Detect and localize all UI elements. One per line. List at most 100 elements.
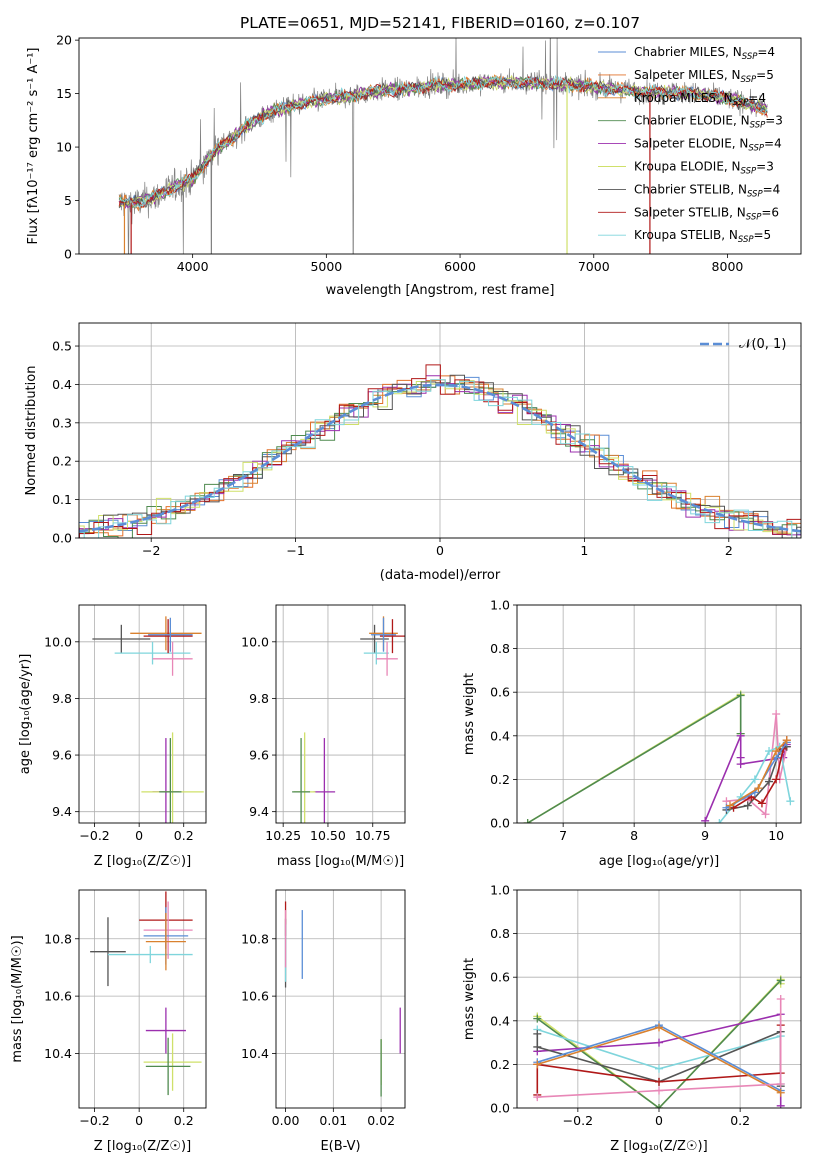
legend-label: Salpeter ELODIE, NSSP=4 xyxy=(634,137,782,154)
spectrum-xlabel: wavelength [Angstrom, rest frame] xyxy=(326,283,555,298)
errorbar-chabrier-stelib xyxy=(92,624,151,654)
series-point xyxy=(776,1088,785,1097)
errorbar-kroupa-elodie xyxy=(143,1033,202,1091)
y-tick-label: 10.4 xyxy=(44,1046,72,1061)
errorbar-kroupa-stelib xyxy=(107,945,193,964)
series-point xyxy=(523,819,532,823)
x-tick-label: 0 xyxy=(135,1113,143,1128)
errorbar-pink xyxy=(376,641,398,676)
errorbar-kroupa-miles xyxy=(145,912,186,971)
series-point xyxy=(776,1080,785,1089)
massweight-vs-age-xlabel: age [log₁₀(age/yr)] xyxy=(599,854,720,869)
x-tick-label: 8000 xyxy=(712,259,744,274)
x-tick-label: 10 xyxy=(768,828,784,843)
mass-vs-Z-frame xyxy=(78,889,207,1109)
y-tick-label: 9.4 xyxy=(249,804,269,819)
x-tick-label: 1 xyxy=(580,543,588,558)
series-point xyxy=(772,710,781,718)
x-tick-label: 0 xyxy=(436,543,444,558)
legend-label: Chabrier STELIB, NSSP=4 xyxy=(634,182,780,199)
y-tick-label: 0.4 xyxy=(52,377,72,392)
x-tick-label: −2 xyxy=(142,543,160,558)
x-tick-label: −0.2 xyxy=(563,1113,593,1128)
massweight-vs-age-frame xyxy=(516,604,802,824)
series-point xyxy=(533,1029,542,1038)
spectrum-frame xyxy=(78,37,802,255)
mass-vs-ebv-errorbars xyxy=(284,901,401,1097)
errorbar-chabrier-elodie xyxy=(145,1037,191,1096)
residual-legend: 𝒩(0, 1) xyxy=(700,337,786,352)
y-tick-label: 0.6 xyxy=(490,685,510,700)
errorbar-salpeter-elodie xyxy=(313,738,336,823)
legend-label: Chabrier MILES, NSSP=4 xyxy=(634,45,775,62)
legend-label: Kroupa STELIB, NSSP=5 xyxy=(634,228,771,245)
errorbar-chabrier-elodie xyxy=(292,738,311,823)
y-tick-label: 10.6 xyxy=(44,989,72,1004)
series-kroupa-miles xyxy=(533,1023,785,1097)
series-point xyxy=(715,819,724,823)
spectrum-lines xyxy=(118,38,768,254)
x-tick-label: −0.2 xyxy=(79,1113,109,1128)
x-tick-label: 7 xyxy=(559,828,567,843)
series-point xyxy=(736,731,745,740)
x-tick-label: −0.2 xyxy=(79,828,109,843)
massweight-vs-Z-lines xyxy=(533,975,785,1108)
series-point xyxy=(757,799,766,808)
series-point xyxy=(765,747,774,756)
series-line xyxy=(729,739,788,807)
series-salpeter-elodie xyxy=(701,731,791,823)
series-point xyxy=(772,747,781,756)
age-vs-Z-frame xyxy=(78,604,207,824)
y-tick-label: 0.6 xyxy=(490,970,510,985)
spectrum-axes: 4000 5000 6000 7000 8000 0 5 10 15 20 xyxy=(56,33,743,274)
y-tick-label: 10 xyxy=(56,140,72,155)
y-tick-label: 9.8 xyxy=(52,691,72,706)
legend-label: Chabrier ELODIE, NSSP=3 xyxy=(634,114,783,131)
massweight-vs-Z-ylabel: mass weight xyxy=(462,958,477,1040)
x-tick-label: 0.2 xyxy=(730,1113,750,1128)
y-tick-label: 0.4 xyxy=(490,1013,510,1028)
series-point xyxy=(786,797,795,806)
residual-histograms xyxy=(79,364,801,538)
y-tick-label: 0.2 xyxy=(490,1057,510,1072)
series-point xyxy=(776,976,785,985)
errorbar-chabrier-stelib xyxy=(90,917,126,987)
mass-vs-Z-axes: −0.2 0 0.2 10.4 10.6 10.8 xyxy=(44,890,206,1128)
mass-vs-Z-xlabel: Z [log₁₀(Z/Z☉)] xyxy=(94,1139,191,1154)
mass-vs-ebv-xlabel: E(B-V) xyxy=(320,1139,360,1154)
y-tick-label: 9.8 xyxy=(249,691,269,706)
series-point xyxy=(655,1038,663,1047)
errorbar-salpeter-elodie xyxy=(145,1007,186,1054)
y-tick-label: 1.0 xyxy=(490,883,510,898)
series-pink xyxy=(533,995,785,1102)
x-tick-label: 6000 xyxy=(444,259,476,274)
legend-label: Salpeter STELIB, NSSP=6 xyxy=(634,205,779,222)
y-tick-label: 0.2 xyxy=(52,454,72,469)
errorbar-chabrier-stelib xyxy=(360,624,389,654)
x-tick-label: 2 xyxy=(725,543,733,558)
x-tick-label: −1 xyxy=(286,543,304,558)
errorbar-kroupa-stelib xyxy=(363,641,389,665)
residuals-axes: −2 −1 0 1 2 0.0 0.1 0.2 0.3 0.4 0.5 xyxy=(52,323,801,558)
y-tick-label: 0.5 xyxy=(52,339,72,354)
y-tick-label: 10.8 xyxy=(44,931,72,946)
legend-label: Salpeter MILES, NSSP=5 xyxy=(634,68,774,85)
age-vs-Z-ylabel: age [log₁₀(age/yr)] xyxy=(18,654,33,775)
x-tick-label: 0.01 xyxy=(319,1113,347,1128)
y-tick-label: 15 xyxy=(56,86,72,101)
series-point xyxy=(743,801,752,810)
errorbar-pink xyxy=(143,901,193,959)
spectrum-title: PLATE=0651, MJD=52141, FIBERID=0160, z=0… xyxy=(240,14,640,32)
age-vs-Z-xlabel: Z [log₁₀(Z/Z☉)] xyxy=(94,854,191,869)
y-tick-label: 0.3 xyxy=(52,415,72,430)
age-vs-mass-errorbars xyxy=(292,616,405,823)
age-vs-mass-frame xyxy=(275,604,406,824)
massweight-vs-Z-frame xyxy=(516,889,802,1109)
errorbar-pink xyxy=(152,641,193,676)
mass-vs-Z-errorbars xyxy=(90,891,202,1096)
massweight-vs-age-lines xyxy=(523,690,795,823)
series-point xyxy=(533,1014,542,1023)
y-tick-label: 9.6 xyxy=(52,748,72,763)
age-vs-mass-xlabel: mass [log₁₀(M/M☉)] xyxy=(277,854,404,869)
